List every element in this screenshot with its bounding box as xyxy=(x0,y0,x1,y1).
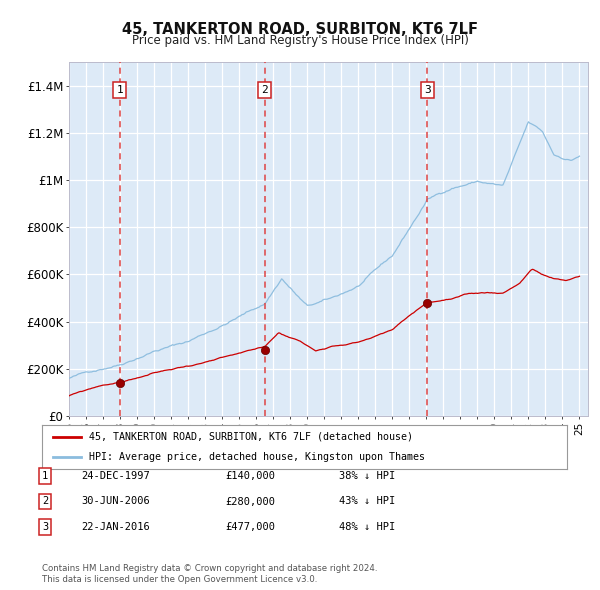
Text: 1: 1 xyxy=(116,86,123,95)
Text: 2: 2 xyxy=(42,497,48,506)
Text: 2: 2 xyxy=(262,86,268,95)
Text: 45, TANKERTON ROAD, SURBITON, KT6 7LF: 45, TANKERTON ROAD, SURBITON, KT6 7LF xyxy=(122,22,478,37)
Text: This data is licensed under the Open Government Licence v3.0.: This data is licensed under the Open Gov… xyxy=(42,575,317,584)
Text: 22-JAN-2016: 22-JAN-2016 xyxy=(81,522,150,532)
Text: 24-DEC-1997: 24-DEC-1997 xyxy=(81,471,150,481)
Text: 38% ↓ HPI: 38% ↓ HPI xyxy=(339,471,395,481)
Text: HPI: Average price, detached house, Kingston upon Thames: HPI: Average price, detached house, King… xyxy=(89,452,425,462)
Text: 1: 1 xyxy=(42,471,48,481)
Text: £477,000: £477,000 xyxy=(225,522,275,532)
Text: Contains HM Land Registry data © Crown copyright and database right 2024.: Contains HM Land Registry data © Crown c… xyxy=(42,565,377,573)
Text: 3: 3 xyxy=(424,86,431,95)
Text: 43% ↓ HPI: 43% ↓ HPI xyxy=(339,497,395,506)
Text: 30-JUN-2006: 30-JUN-2006 xyxy=(81,497,150,506)
Text: Price paid vs. HM Land Registry's House Price Index (HPI): Price paid vs. HM Land Registry's House … xyxy=(131,34,469,47)
Text: 45, TANKERTON ROAD, SURBITON, KT6 7LF (detached house): 45, TANKERTON ROAD, SURBITON, KT6 7LF (d… xyxy=(89,432,413,442)
Text: 48% ↓ HPI: 48% ↓ HPI xyxy=(339,522,395,532)
Text: 3: 3 xyxy=(42,522,48,532)
Text: £140,000: £140,000 xyxy=(225,471,275,481)
Text: £280,000: £280,000 xyxy=(225,497,275,506)
